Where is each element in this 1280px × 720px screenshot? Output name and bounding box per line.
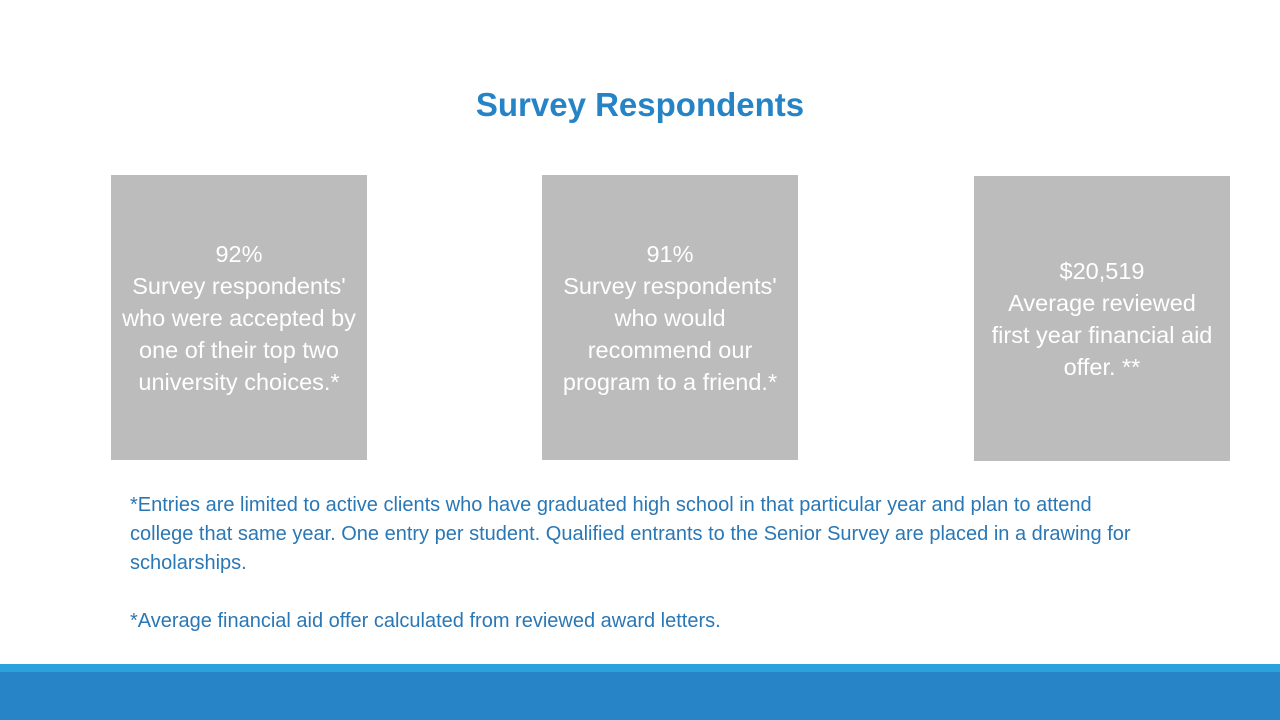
stat-text: Survey respondents' who would recommend … (562, 272, 778, 395)
stat-card: $20,519 Average reviewed first year fina… (974, 176, 1230, 461)
footer-stripe (0, 664, 1280, 672)
footnote: *Entries are limited to active clients w… (130, 494, 1131, 574)
footnote: *Average financial aid offer calculated … (130, 610, 721, 632)
footer-band (0, 672, 1280, 720)
stat-value: 92% (215, 240, 263, 267)
slide-title: Survey Respondents (475, 86, 805, 123)
stat-text: Average reviewed first year financial ai… (991, 289, 1213, 380)
stat-value: $20,519 (1059, 257, 1145, 284)
stat-value: 91% (646, 240, 694, 267)
footnotes: *Entries are limited to active clients w… (130, 491, 1140, 665)
stat-text: Survey respondents' who were accepted by… (122, 272, 356, 395)
stat-card: 91% Survey respondents' who would recomm… (542, 175, 798, 460)
stat-card: 92% Survey respondents' who were accepte… (111, 175, 367, 460)
